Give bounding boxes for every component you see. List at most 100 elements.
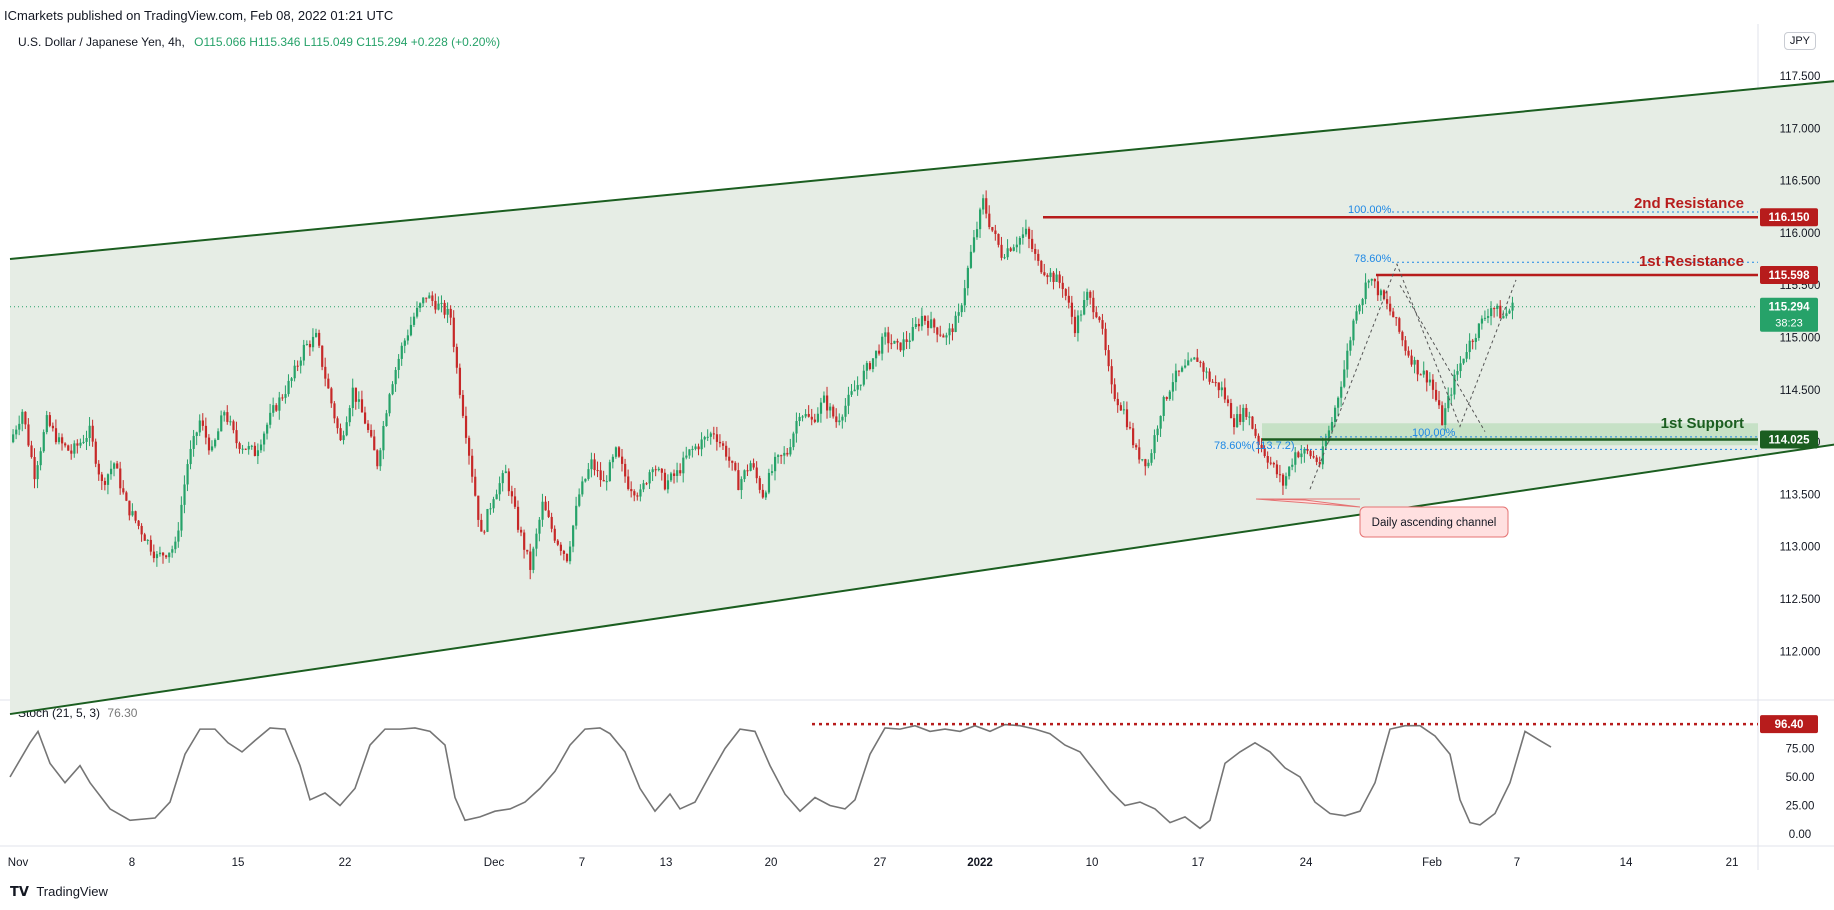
candle: [39, 451, 42, 466]
first-resistance-label[interactable]: 1st Resistance: [1639, 253, 1744, 270]
stochastic-line[interactable]: [9, 723, 1552, 830]
candle: [1110, 366, 1113, 385]
candle: [106, 474, 110, 485]
price-axis-tick: 114.500: [1780, 385, 1821, 397]
candle: [985, 198, 988, 214]
candle: [1067, 295, 1070, 303]
candle: [1027, 228, 1031, 239]
candle: [969, 251, 973, 268]
candle: [1233, 418, 1236, 428]
candle: [12, 434, 15, 443]
candle: [795, 421, 798, 434]
candle: [449, 308, 452, 318]
candle: [391, 384, 394, 395]
candle: [428, 295, 431, 299]
tradingview-brand[interactable]: 𝗧𝗩 TradingView: [10, 884, 108, 900]
candle: [789, 447, 792, 455]
candle: [1006, 248, 1009, 258]
candle: [226, 412, 229, 422]
currency-tag[interactable]: JPY: [1783, 32, 1816, 50]
candle: [507, 471, 510, 492]
second-resistance-label[interactable]: 2nd Resistance: [1634, 195, 1744, 212]
candle: [1450, 394, 1453, 396]
candle: [688, 449, 691, 456]
candle: [70, 450, 73, 454]
first-support-label[interactable]: 1st Support: [1661, 415, 1744, 432]
candle: [1413, 360, 1416, 365]
candle: [553, 528, 556, 541]
time-axis-tick: 20: [765, 857, 778, 869]
candle: [1361, 299, 1364, 306]
candle: [15, 429, 18, 435]
candle: [523, 532, 526, 550]
candle: [712, 433, 715, 435]
candle: [1419, 374, 1422, 376]
candle: [299, 360, 302, 366]
channel-lower-line[interactable]: [9, 400, 1834, 716]
candle: [238, 443, 241, 450]
candle: [284, 394, 287, 398]
candle: [1242, 407, 1245, 422]
candle: [590, 459, 593, 470]
time-axis-tick: 15: [232, 857, 245, 869]
candle: [1511, 302, 1514, 311]
candle: [853, 389, 856, 392]
candle: [1012, 247, 1015, 251]
candle: [559, 544, 562, 551]
candle: [1272, 462, 1275, 465]
candle: [1015, 244, 1018, 248]
price-axis-tick: 117.000: [1780, 123, 1821, 135]
candle: [948, 328, 951, 336]
candle: [899, 342, 902, 351]
candle: [483, 531, 486, 533]
candle: [1462, 358, 1465, 364]
candle: [516, 506, 520, 530]
candle: [1153, 435, 1156, 454]
candle: [1453, 374, 1456, 395]
candle: [495, 494, 498, 500]
candle: [498, 483, 501, 495]
symbol-legend[interactable]: U.S. Dollar / Japanese Yen, 4h, O115.066…: [18, 35, 500, 49]
candle: [979, 209, 982, 230]
candle: [1389, 303, 1392, 312]
stoch-axis-tick: 75.00: [1786, 744, 1815, 756]
candle: [192, 435, 195, 449]
time-axis-tick: 13: [660, 857, 673, 869]
candle: [97, 463, 100, 475]
candle: [1024, 228, 1028, 235]
candle: [804, 413, 807, 417]
candle: [336, 418, 339, 429]
time-axis-tick: 7: [579, 857, 585, 869]
candle: [1095, 312, 1098, 318]
candle: [1226, 399, 1230, 404]
candle: [1502, 316, 1505, 319]
candle: [1278, 474, 1282, 476]
candle: [464, 415, 468, 438]
channel-upper-line[interactable]: [9, 52, 1834, 261]
candle: [1294, 452, 1297, 465]
candle: [835, 416, 838, 423]
candle: [529, 551, 532, 570]
time-axis-tick: 22: [339, 857, 352, 869]
candle: [1364, 282, 1367, 300]
candle: [61, 437, 64, 444]
candle: [731, 460, 734, 463]
candle: [1083, 300, 1086, 315]
candle: [48, 415, 51, 426]
fib-786-bottom-label: 78.60%(113.7.2): [1214, 440, 1295, 452]
candle: [180, 504, 183, 531]
candle: [520, 529, 523, 533]
candle: [1138, 447, 1141, 460]
candle: [79, 442, 82, 446]
candle: [452, 317, 455, 347]
candle: [673, 473, 676, 476]
candle: [1031, 238, 1034, 249]
candle: [397, 358, 400, 370]
candle: [315, 332, 318, 337]
candle: [1398, 318, 1401, 332]
candle: [477, 495, 480, 520]
stoch-value: 76.30: [107, 706, 138, 720]
channel-callout-box[interactable]: [1359, 506, 1509, 538]
candle: [446, 308, 449, 315]
